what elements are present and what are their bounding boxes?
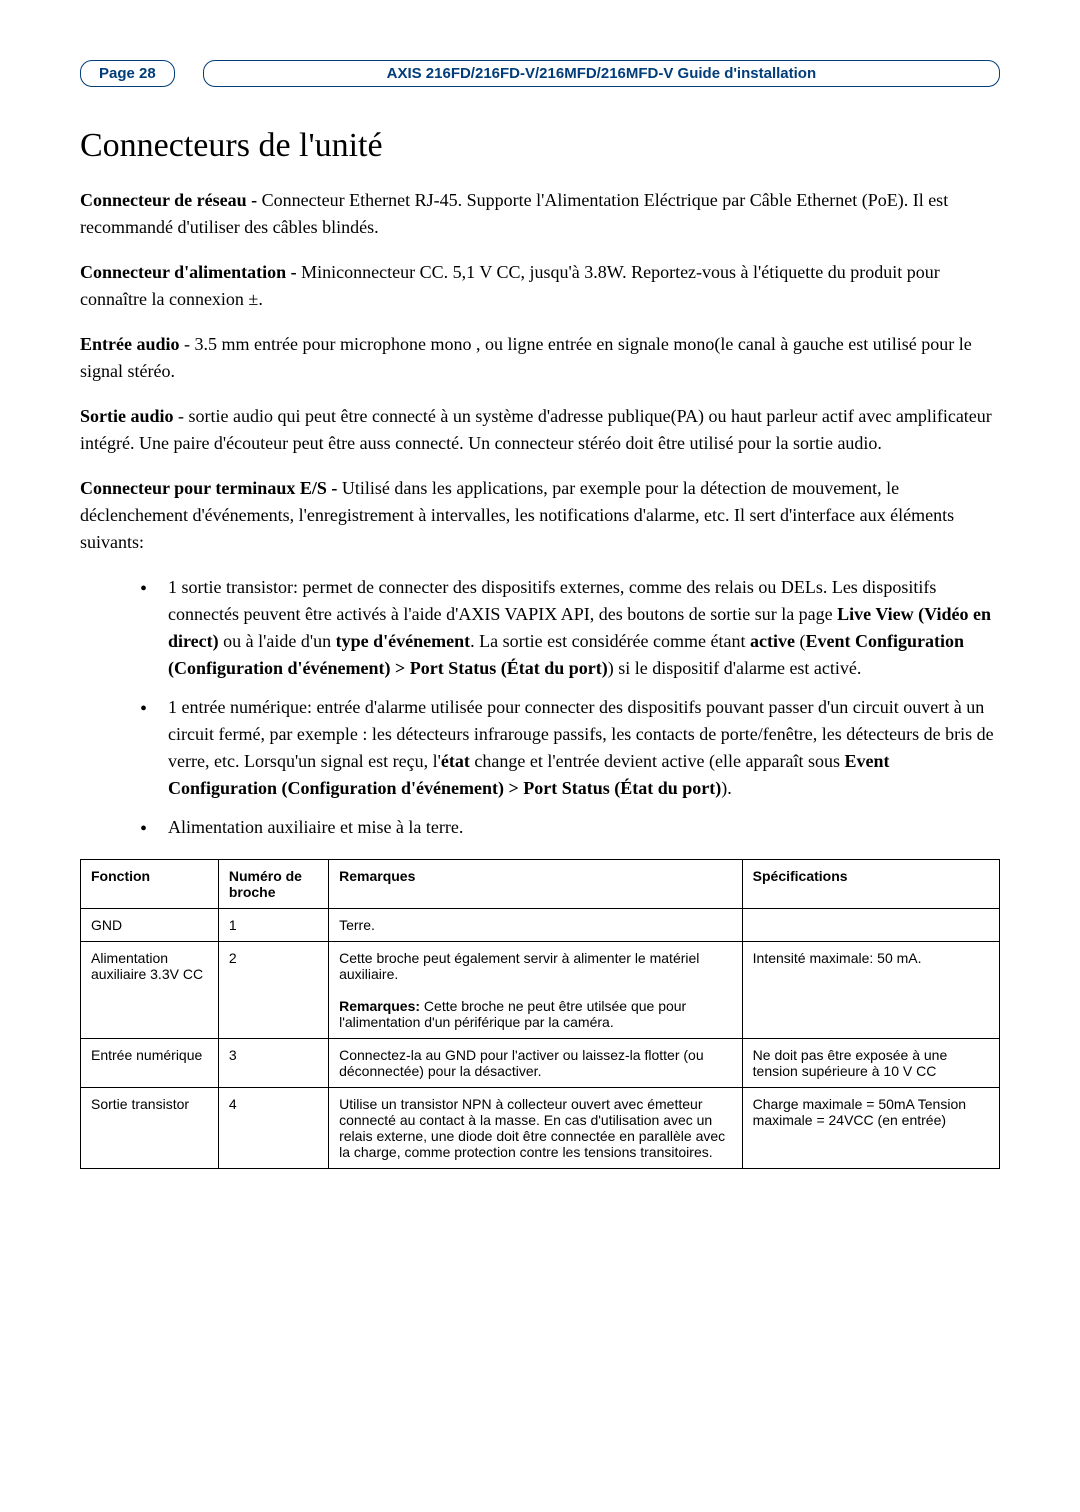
bullet-entree-numerique: 1 entrée numérique: entrée d'alarme util… xyxy=(140,694,1000,802)
label-terminaux: Connecteur pour terminaux E/S - xyxy=(80,478,342,498)
b2-text-b: change et l'entrée devient active (elle … xyxy=(470,751,845,771)
paragraph-sortie-audio: Sortie audio - sortie audio qui peut êtr… xyxy=(80,403,1000,457)
bullet-alimentation-aux: Alimentation auxiliaire et mise à la ter… xyxy=(140,814,1000,841)
b1-text-e: ) si le dispositif d'alarme est activé. xyxy=(608,658,862,678)
cell-spec: Ne doit pas être exposée à une tension s… xyxy=(742,1039,999,1088)
cell-remarques-bold: Remarques: xyxy=(339,998,420,1014)
bullet-list: 1 sortie transistor: permet de connecter… xyxy=(140,574,1000,841)
cell-spec: Charge maximale = 50mA Tension maximale … xyxy=(742,1088,999,1169)
cell-broche: 4 xyxy=(218,1088,328,1169)
cell-fonction: Sortie transistor xyxy=(81,1088,219,1169)
label-alimentation: Connecteur d'alimentation - xyxy=(80,262,301,282)
cell-broche: 1 xyxy=(218,909,328,942)
cell-spec: Intensité maximale: 50 mA. xyxy=(742,942,999,1039)
label-sortie-audio: Sortie audio xyxy=(80,406,174,426)
cell-spec xyxy=(742,909,999,942)
section-title: Connecteurs de l'unité xyxy=(80,127,1000,165)
cell-remarques: Utilise un transistor NPN à collecteur o… xyxy=(329,1088,743,1169)
text-sortie-audio: - sortie audio qui peut être connecté à … xyxy=(80,406,992,453)
page-header: Page 28 AXIS 216FD/216FD-V/216MFD/216MFD… xyxy=(80,60,1000,87)
page-number-badge: Page 28 xyxy=(80,60,175,87)
paragraph-alimentation: Connecteur d'alimentation - Miniconnecte… xyxy=(80,259,1000,313)
text-entree-audio: - 3.5 mm entrée pour microphone mono , o… xyxy=(80,334,972,381)
table-row: Sortie transistor 4 Utilise un transisto… xyxy=(81,1088,1000,1169)
table-row: GND 1 Terre. xyxy=(81,909,1000,942)
cell-remarques: Terre. xyxy=(329,909,743,942)
b2-bold-1: état xyxy=(441,751,470,771)
paragraph-terminaux: Connecteur pour terminaux E/S - Utilisé … xyxy=(80,475,1000,556)
th-fonction: Fonction xyxy=(81,860,219,909)
label-entree-audio: Entrée audio xyxy=(80,334,180,354)
b1-text-d: ( xyxy=(795,631,806,651)
b1-bold-2: type d'événement xyxy=(336,631,470,651)
th-spec: Spécifications xyxy=(742,860,999,909)
cell-remarques-a: Cette broche peut également servir à ali… xyxy=(339,950,699,982)
bullet-sortie-transistor: 1 sortie transistor: permet de connecter… xyxy=(140,574,1000,682)
paragraph-entree-audio: Entrée audio - 3.5 mm entrée pour microp… xyxy=(80,331,1000,385)
b1-text-a: 1 sortie transistor: permet de connecter… xyxy=(168,577,936,624)
cell-remarques: Connectez-la au GND pour l'activer ou la… xyxy=(329,1039,743,1088)
cell-fonction: Entrée numérique xyxy=(81,1039,219,1088)
cell-broche: 2 xyxy=(218,942,328,1039)
cell-remarques: Cette broche peut également servir à ali… xyxy=(329,942,743,1039)
cell-broche: 3 xyxy=(218,1039,328,1088)
label-reseau: Connecteur de réseau - xyxy=(80,190,262,210)
table-row: Alimentation auxiliaire 3.3V CC 2 Cette … xyxy=(81,942,1000,1039)
b1-bold-3: active xyxy=(750,631,795,651)
cell-fonction: GND xyxy=(81,909,219,942)
spec-table: Fonction Numéro de broche Remarques Spéc… xyxy=(80,859,1000,1169)
table-row: Entrée numérique 3 Connectez-la au GND p… xyxy=(81,1039,1000,1088)
b1-text-b: ou à l'aide d'un xyxy=(219,631,336,651)
b2-text-c: ). xyxy=(721,778,732,798)
th-remarques: Remarques xyxy=(329,860,743,909)
paragraph-reseau: Connecteur de réseau - Connecteur Ethern… xyxy=(80,187,1000,241)
b1-text-c: . La sortie est considérée comme étant xyxy=(470,631,750,651)
th-broche: Numéro de broche xyxy=(218,860,328,909)
table-header-row: Fonction Numéro de broche Remarques Spéc… xyxy=(81,860,1000,909)
cell-fonction: Alimentation auxiliaire 3.3V CC xyxy=(81,942,219,1039)
document-title: AXIS 216FD/216FD-V/216MFD/216MFD-V Guide… xyxy=(203,60,1000,87)
